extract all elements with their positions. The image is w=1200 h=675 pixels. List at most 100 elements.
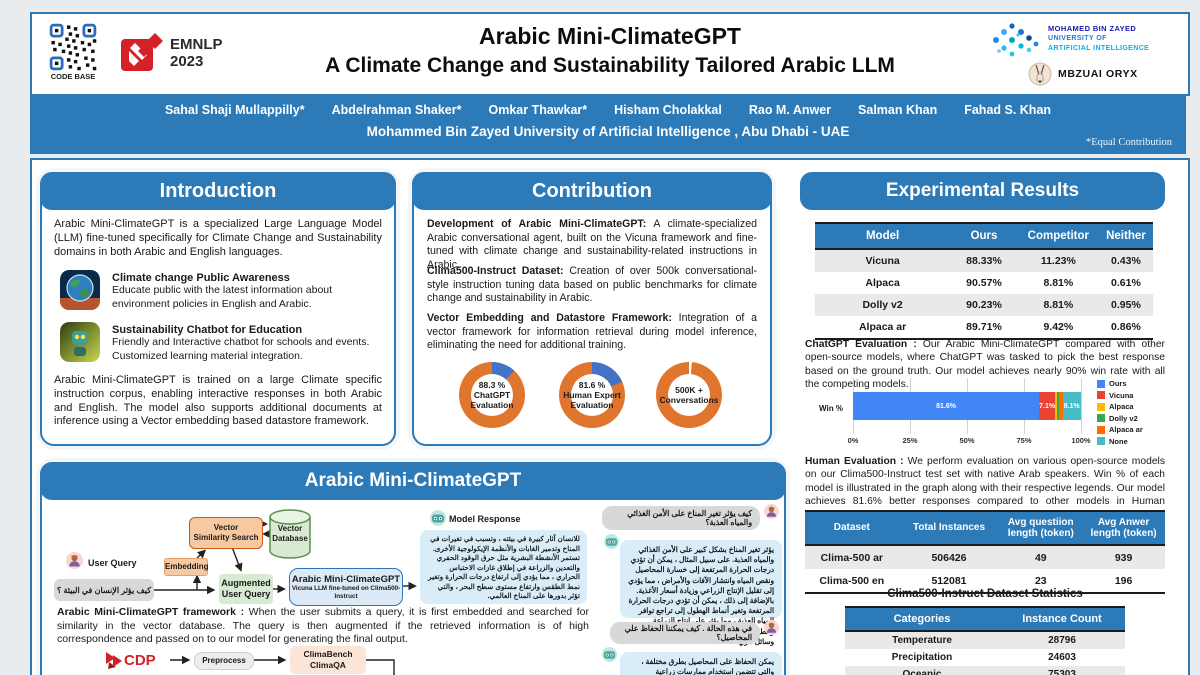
bar-segment-dolly-v2 bbox=[1056, 392, 1060, 420]
categories-table: Categories Instance Count Temperature 2879… bbox=[845, 606, 1125, 675]
robot-avatar-icon bbox=[604, 534, 619, 549]
framework-description: Arabic Mini-ClimateGPT framework : When … bbox=[57, 606, 589, 646]
bar-segment-alpaca-ar bbox=[1059, 392, 1063, 420]
mbzuai-dots-icon bbox=[993, 23, 1039, 57]
table-row: Dolly v2 90.23% 8.81% 0.95% bbox=[815, 294, 1153, 316]
globe-icon bbox=[60, 270, 100, 310]
introduction-title: Introduction bbox=[40, 172, 396, 210]
table-row: Vicuna 88.33% 11.23% 0.43% bbox=[815, 250, 1153, 272]
codebase-label: CODE BASE bbox=[50, 72, 96, 81]
dataset-table-caption: Clima500-Instruct Dataset Statistics bbox=[887, 588, 1083, 600]
chart-gridline bbox=[1081, 378, 1082, 434]
bar-segment-vicuna: 7.1% bbox=[1039, 392, 1056, 420]
table-row: Temperature 28796 bbox=[845, 632, 1125, 649]
contribution-section: Contribution Development of Arabic Mini-… bbox=[412, 172, 772, 446]
table-row: Alpaca ar 89.71% 9.42% 0.86% bbox=[815, 316, 1153, 340]
vector-database-node: Vector Database bbox=[268, 508, 312, 560]
introduction-section: Introduction Arabic Mini-ClimateGPT is a… bbox=[40, 172, 396, 446]
model-response-label: Model Response bbox=[449, 514, 521, 524]
model-node: Arabic Mini-ClimateGPT Vicuna LLM fine-t… bbox=[289, 568, 403, 606]
robot-icon bbox=[60, 322, 100, 362]
qr-code-icon bbox=[48, 22, 98, 72]
chart-legend: Ours Vicuna Alpaca Dolly v2 Alpaca ar None bbox=[1097, 379, 1143, 446]
bar-segment-alpaca bbox=[1055, 392, 1057, 420]
stacked-bar: 81.6% 7.1% 8.1% bbox=[853, 392, 1081, 420]
chart-x-ticks: 0% 25% 50% 75% 100% bbox=[848, 436, 1091, 448]
chat-answer-1: يؤثر تغير المناخ بشكل كبير على الأمن الغ… bbox=[620, 540, 782, 646]
model-response-bubble: للانسان آثار كبيرة في بيئته ، وتسبب في ت… bbox=[420, 530, 587, 604]
mbzuai-line3: ARTIFICIAL INTELLIGENCE bbox=[1048, 44, 1150, 52]
bar-segment-ours: 81.6% bbox=[853, 392, 1040, 420]
author: Fahad S. Khan bbox=[964, 103, 1052, 117]
dataset-table: Dataset Total Instances Avg questiion len… bbox=[805, 510, 1165, 594]
robot-avatar-icon bbox=[430, 510, 446, 526]
cdp-logo-icon bbox=[106, 652, 122, 669]
legend-swatch-icon bbox=[1097, 414, 1105, 422]
table-row: Clima-500 ar 506426 49 939 bbox=[805, 546, 1165, 569]
framework-title: Arabic Mini-ClimateGPT bbox=[40, 462, 786, 500]
title-line-1: Arabic Mini-ClimateGPT bbox=[479, 23, 741, 49]
poster-title: Arabic Mini-ClimateGPT A Climate Change … bbox=[32, 22, 1188, 79]
contribution-title: Contribution bbox=[412, 172, 772, 210]
user-avatar-icon bbox=[764, 620, 779, 635]
chart-x-tick: 25% bbox=[902, 436, 918, 445]
mbzuai-line2: UNIVERSITY OF bbox=[1048, 35, 1107, 43]
author-list: Sahal Shaji Mullappilly* Abdelrahman Sha… bbox=[30, 103, 1186, 117]
feature-sustainability-chatbot bbox=[60, 322, 100, 367]
chart-y-label: Win % bbox=[819, 404, 843, 413]
chat-question-1: كيف يؤثر تغير المناخ على الأمن الغذائي و… bbox=[602, 506, 760, 530]
preprocess-node: Preprocess bbox=[194, 652, 254, 670]
legend-item-alpaca-ar: Alpaca ar bbox=[1097, 425, 1143, 434]
feature-1-text: Educate public with the latest informati… bbox=[112, 284, 333, 310]
author: Hisham Cholakkal bbox=[614, 103, 722, 117]
equal-contribution-note: *Equal Contribution bbox=[1085, 137, 1172, 148]
augmented-user-query-node: Augmented User Query bbox=[219, 574, 273, 604]
mbzuai-oryx-label: MBZUAI ORYX bbox=[1058, 68, 1138, 80]
author: Sahal Shaji Mullappilly* bbox=[164, 103, 305, 117]
feature-2-title: Sustainability Chatbot for Education bbox=[112, 324, 303, 336]
legend-swatch-icon bbox=[1097, 379, 1105, 388]
experimental-results-title: Experimental Results bbox=[800, 172, 1165, 210]
vector-similarity-search-node: Vector Similarity Search bbox=[189, 517, 263, 549]
database-cylinder-icon bbox=[269, 509, 311, 559]
author: Abdelrahman Shaker* bbox=[331, 103, 462, 117]
legend-swatch-icon bbox=[1097, 425, 1105, 434]
user-avatar-icon bbox=[66, 552, 83, 569]
chatgpt-evaluation-paragraph: ChatGPT Evaluation : Our Arabic Mini-Cli… bbox=[805, 339, 1165, 391]
legend-item-vicuna: Vicuna bbox=[1097, 391, 1143, 400]
user-query-bubble: كيف يؤثر الإنسان في البيئة ؟ bbox=[54, 579, 154, 601]
feature-1-title: Climate change Public Awareness bbox=[112, 272, 290, 284]
legend-item-dolly-v2: Dolly v2 bbox=[1097, 414, 1143, 423]
oryx-icon bbox=[1028, 62, 1052, 86]
table-header-row: Dataset Total Instances Avg questiion len… bbox=[805, 510, 1165, 546]
user-query-label: User Query bbox=[88, 558, 137, 568]
legend-swatch-icon bbox=[1097, 437, 1105, 445]
contribution-item-2: Clima500-Instruct Dataset: Creation of o… bbox=[427, 265, 757, 305]
affiliation: Mohammed Bin Zayed University of Artific… bbox=[366, 124, 850, 139]
emnlp-text: EMNLP bbox=[170, 36, 223, 53]
emnlp-logo-icon bbox=[121, 33, 163, 71]
legend-swatch-icon bbox=[1097, 402, 1105, 411]
legend-item-none: None bbox=[1097, 437, 1143, 446]
chart-x-tick: 75% bbox=[1016, 436, 1032, 445]
emnlp-year: 2023 bbox=[170, 53, 204, 71]
chart-x-tick: 0% bbox=[847, 436, 859, 445]
mbzuai-line1: MOHAMED BIN ZAYED bbox=[1048, 24, 1137, 33]
table-header-row: Categories Instance Count bbox=[845, 606, 1125, 632]
legend-swatch-icon bbox=[1097, 391, 1105, 399]
win-rate-bar-chart: Win % 81.6% 7.1% 8.1% 0% 25% 50% 75% 100% Ours… bbox=[805, 378, 1165, 452]
chat-answer-2: يمكن الحفاظ على المحاصيل بطرق مختلفة ، و… bbox=[620, 652, 782, 675]
author: Salman Khan bbox=[858, 103, 938, 117]
bar-segment-none: 8.1% bbox=[1062, 392, 1081, 420]
contribution-item-3: Vector Embedding and Datastore Framework… bbox=[427, 312, 757, 352]
climabench-node: ClimaBench ClimaQA bbox=[290, 646, 366, 674]
title-line-2: A Climate Change and Sustainability Tail… bbox=[325, 53, 895, 77]
chart-x-tick: 100% bbox=[1071, 436, 1091, 445]
results-table: Model Ours Competitor Neither Vicuna 88.33%… bbox=[815, 222, 1153, 340]
author-bar: Sahal Shaji Mullappilly* Abdelrahman Sha… bbox=[30, 94, 1186, 154]
table-row: Clima-500 en 512081 23 196 bbox=[805, 569, 1165, 594]
author: Omkar Thawkar* bbox=[488, 103, 588, 117]
table-row: Oceanic 75303 bbox=[845, 666, 1125, 675]
donut-conversations: 500K + Conversations bbox=[656, 362, 722, 428]
